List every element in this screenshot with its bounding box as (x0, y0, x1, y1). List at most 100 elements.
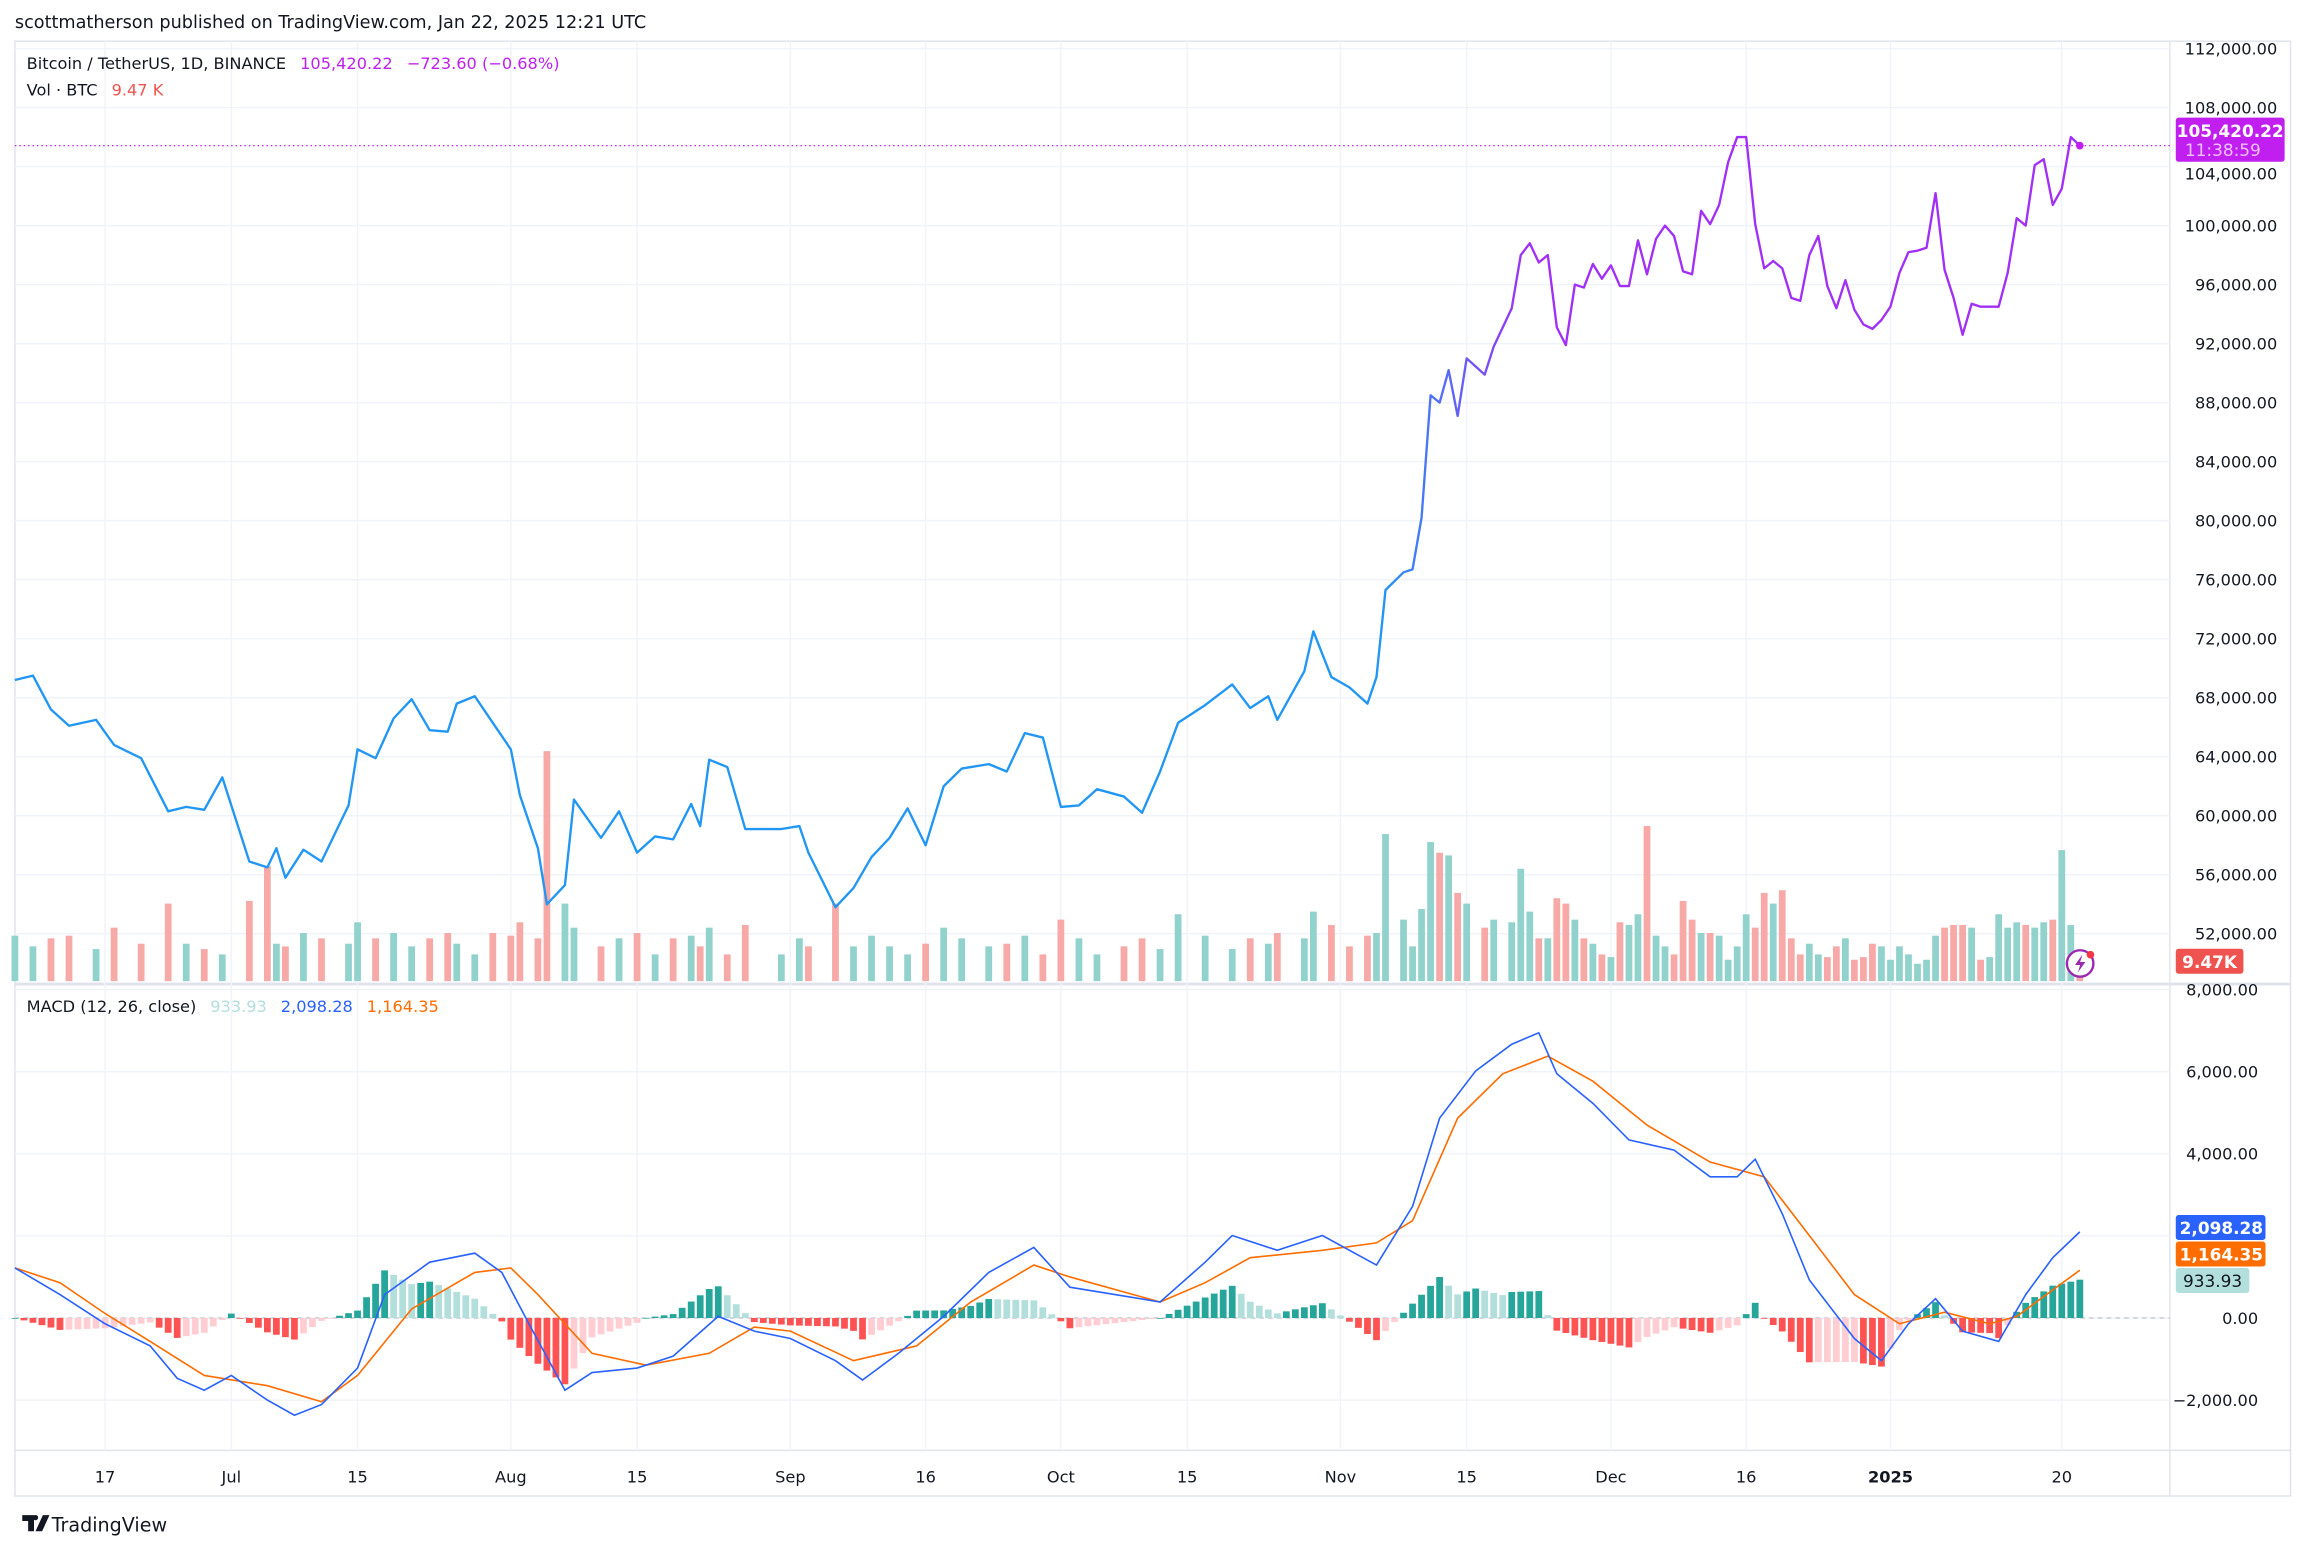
macd-title[interactable]: MACD (12, 26, close) (27, 997, 197, 1016)
volume-bar (940, 927, 948, 982)
macd-histogram-bar (985, 1299, 993, 1318)
volume-bar (1445, 855, 1453, 982)
macd-histogram-bar (1066, 1317, 1074, 1329)
macd-histogram-bar (372, 1283, 379, 1318)
price-axis-label: 84,000.00 (2195, 453, 2277, 472)
macd-histogram-bar (471, 1298, 479, 1318)
volume-bar (2058, 850, 2066, 982)
macd-histogram-bar (489, 1313, 497, 1318)
volume-bar (245, 900, 253, 982)
macd-histogram-bar (1111, 1317, 1119, 1324)
macd-histogram-bar (904, 1315, 911, 1318)
volume-bar (850, 946, 857, 982)
macd-histogram-bar (1120, 1317, 1128, 1323)
macd-histogram-bar (1021, 1300, 1029, 1318)
macd-histogram-bar (408, 1284, 416, 1318)
macd-histogram-bar (1273, 1313, 1281, 1318)
volume-bar (1427, 842, 1434, 982)
volume-bar (1535, 938, 1543, 982)
macd-histogram-bar (1057, 1317, 1065, 1322)
macd-histogram-bar (498, 1317, 506, 1322)
volume-bar (1156, 949, 1164, 982)
macd-histogram-bar (678, 1307, 686, 1318)
macd-histogram-bar (1751, 1302, 1759, 1318)
macd-signal-value: 1,164.35 (367, 997, 439, 1016)
volume-bars (11, 751, 2084, 982)
macd-histogram-bar (633, 1317, 641, 1323)
macd-histogram-bar (1400, 1312, 1407, 1318)
legend-main: Bitcoin / TetherUS, 1D, BINANCE 105,420.… (27, 54, 560, 1016)
macd-histogram-bar (74, 1317, 82, 1330)
macd-histogram-bar (750, 1317, 758, 1323)
volume-bar (1697, 933, 1705, 982)
volume-bar (1571, 919, 1579, 982)
time-axis-label: 15 (627, 1468, 648, 1487)
volume-bar (1607, 957, 1615, 982)
volume-bar (1914, 963, 1921, 982)
price-axis[interactable]: 112,000.00 108,000.00 104,000.00 100,000.00… (2185, 39, 2278, 943)
macd-histogram-bar (1796, 1317, 1804, 1353)
macd-histogram-bar (309, 1317, 316, 1328)
volume-title[interactable]: Vol · BTC (27, 81, 98, 100)
volume-bar (164, 903, 172, 982)
macd-histogram-bar (345, 1313, 352, 1318)
macd-histogram-bar (354, 1310, 361, 1318)
macd-histogram-bar (507, 1317, 515, 1340)
volume-bar (1887, 959, 1894, 982)
macd-axis[interactable]: 8,000.00 6,000.00 4,000.00 0.00 −2,000.00 (2173, 981, 2259, 1410)
volume-bar (1923, 959, 1930, 982)
volume-bar (1760, 892, 1768, 982)
volume-bar (1643, 826, 1651, 982)
volume-bar (1562, 903, 1570, 982)
volume-bar (1309, 911, 1317, 982)
macd-histogram-bar (1427, 1285, 1434, 1318)
volume-bar (1201, 935, 1209, 982)
volume-bar (687, 935, 695, 982)
macd-histogram-bar (1183, 1305, 1191, 1318)
price-axis-label: 104,000.00 (2185, 164, 2278, 183)
volume-bar (1418, 908, 1425, 982)
time-axis-label: 15 (1456, 1468, 1477, 1487)
macd-histogram-bar (444, 1288, 452, 1318)
macd-histogram-bar (1246, 1301, 1254, 1318)
volume-bar (1661, 946, 1669, 982)
time-axis-label: 16 (915, 1468, 936, 1487)
macd-histogram-bar (931, 1310, 939, 1318)
macd-histogram-bar (1869, 1317, 1876, 1366)
lightning-icon[interactable] (2065, 949, 2095, 978)
macd-histogram-bar (1724, 1317, 1732, 1328)
volume-bar (1174, 914, 1182, 982)
volume-bar (137, 943, 145, 982)
macd-histogram-bar (805, 1317, 812, 1326)
macd-histogram-bar (1048, 1314, 1056, 1318)
volume-bar (597, 946, 605, 982)
macd-histogram-bar (1499, 1295, 1507, 1318)
tradingview-logo[interactable]: TradingView (22, 1513, 167, 1536)
time-axis[interactable]: 17 Jul 15 Aug 15 Sep 16 Oct 15 Nov 15 Dec 16 2025 20 (95, 1468, 2072, 1487)
macd-histogram-bar (786, 1317, 794, 1326)
volume-bar (868, 935, 875, 982)
volume-bar (904, 954, 911, 982)
volume-bar (1688, 919, 1696, 982)
volume-bar (1490, 919, 1498, 982)
volume-bar (705, 927, 713, 982)
volume-bar (263, 866, 271, 982)
macd-histogram-bar (254, 1317, 262, 1328)
price-line (14, 135, 2081, 909)
volume-bar (723, 954, 731, 982)
macd-histogram-bar (1526, 1291, 1534, 1318)
volume-bar (561, 903, 569, 982)
volume-tag-value: 9.47K (2182, 952, 2238, 972)
volume-bar (1950, 924, 1957, 982)
volume-bar (651, 954, 659, 982)
symbol-title[interactable]: Bitcoin / TetherUS, 1D, BINANCE (27, 54, 287, 73)
volume-bar (777, 954, 785, 982)
volume-bar (1436, 852, 1443, 982)
volume-bar (1715, 935, 1723, 982)
volume-bar (1409, 946, 1416, 982)
volume-bar (615, 938, 623, 982)
price-axis-label: 56,000.00 (2195, 866, 2277, 885)
volume-bar (1742, 914, 1750, 982)
macd-histogram-bar (579, 1317, 587, 1353)
